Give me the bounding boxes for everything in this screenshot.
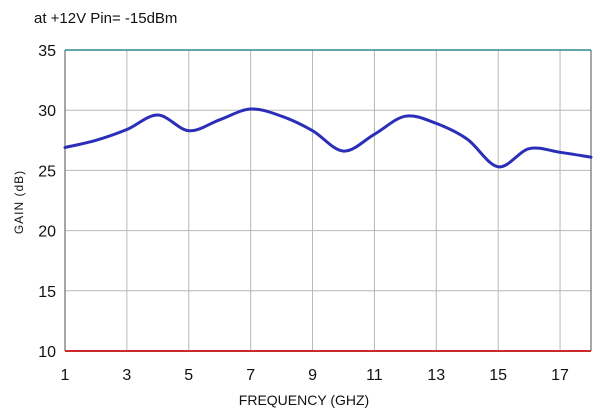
- series-layer: [63, 107, 593, 169]
- x-tick-label: 11: [366, 367, 383, 384]
- x-tick-label: 7: [246, 367, 255, 384]
- x-tick-label: 9: [308, 367, 317, 384]
- x-tick-label: 15: [489, 367, 507, 384]
- y-axis-title: GAIN (dB): [12, 170, 26, 234]
- y-tick-label: 25: [38, 163, 56, 180]
- x-tick-label: 1: [61, 367, 70, 384]
- y-tick-label: 30: [38, 103, 56, 120]
- plot-frame: [64, 49, 592, 352]
- x-axis-title: FREQUENCY (GHZ): [239, 392, 369, 408]
- gain-series-line: [63, 107, 593, 169]
- y-tick-labels: 10 15 20 25 30 35: [38, 43, 56, 361]
- x-tick-label: 13: [427, 367, 445, 384]
- y-tick-label: 35: [38, 43, 56, 60]
- y-tick-label: 10: [38, 344, 56, 361]
- x-tick-labels: 1 3 5 7 9 11 13 15 17: [61, 367, 570, 384]
- x-tick-label: 3: [122, 367, 131, 384]
- y-tick-label: 20: [38, 224, 56, 241]
- x-tick-label: 5: [184, 367, 193, 384]
- chart-subtitle: at +12V Pin= -15dBm: [34, 10, 177, 27]
- y-tick-label: 15: [38, 284, 56, 301]
- x-tick-label: 17: [551, 367, 569, 384]
- grid: [65, 50, 591, 351]
